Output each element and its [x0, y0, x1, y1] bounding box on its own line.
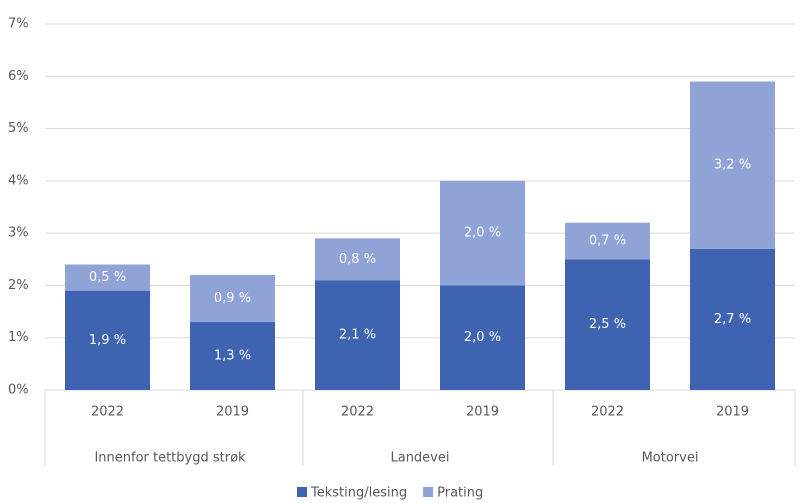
data-label: 3,2 %	[714, 158, 751, 173]
group-label: Landevei	[390, 451, 449, 466]
group-label: Innenfor tettbygd strøk	[94, 451, 246, 466]
bar-segment	[190, 322, 275, 390]
bar-segment	[565, 259, 650, 390]
bar-segment	[440, 285, 525, 390]
y-tick-label: 1%	[8, 330, 29, 345]
legend-swatch	[423, 487, 434, 497]
bar-segment	[65, 264, 150, 291]
data-label: 2,1 %	[339, 328, 376, 343]
y-tick-label: 5%	[8, 121, 29, 136]
bar-segment	[315, 280, 400, 390]
bar-segment	[565, 222, 650, 260]
data-label: 0,5 %	[89, 270, 126, 285]
data-label: 2,0 %	[464, 226, 501, 241]
x-tick-label: 2022	[591, 405, 624, 420]
data-label: 1,3 %	[214, 349, 251, 364]
x-tick-label: 2019	[466, 405, 499, 420]
data-label: 2,5 %	[589, 317, 626, 332]
x-tick-label: 2019	[716, 405, 749, 420]
legend-label: Teksting/lesing	[310, 486, 407, 501]
bar-segment	[65, 290, 150, 390]
x-tick-label: 2022	[341, 405, 374, 420]
data-label: 0,7 %	[589, 233, 626, 248]
legend-swatch	[297, 487, 307, 497]
data-label: 0,9 %	[214, 291, 251, 306]
legend-label: Prating	[437, 486, 483, 501]
data-label: 2,0 %	[464, 330, 501, 345]
bar-segment	[690, 248, 775, 390]
y-tick-label: 4%	[8, 173, 29, 188]
y-tick-label: 6%	[8, 69, 29, 84]
y-tick-label: 0%	[8, 383, 29, 398]
bar-segment	[690, 81, 775, 249]
bar-segment	[440, 180, 525, 286]
bar-segment	[190, 274, 275, 323]
y-tick-label: 2%	[8, 278, 29, 293]
y-tick-label: 7%	[8, 17, 29, 32]
data-label: 2,7 %	[714, 312, 751, 327]
data-label: 0,8 %	[339, 252, 376, 267]
bar-segment	[315, 238, 400, 281]
data-label: 1,9 %	[89, 333, 126, 348]
x-tick-label: 2022	[91, 405, 124, 420]
y-tick-label: 3%	[8, 226, 29, 241]
group-label: Motorvei	[642, 451, 699, 466]
x-tick-label: 2019	[216, 405, 249, 420]
